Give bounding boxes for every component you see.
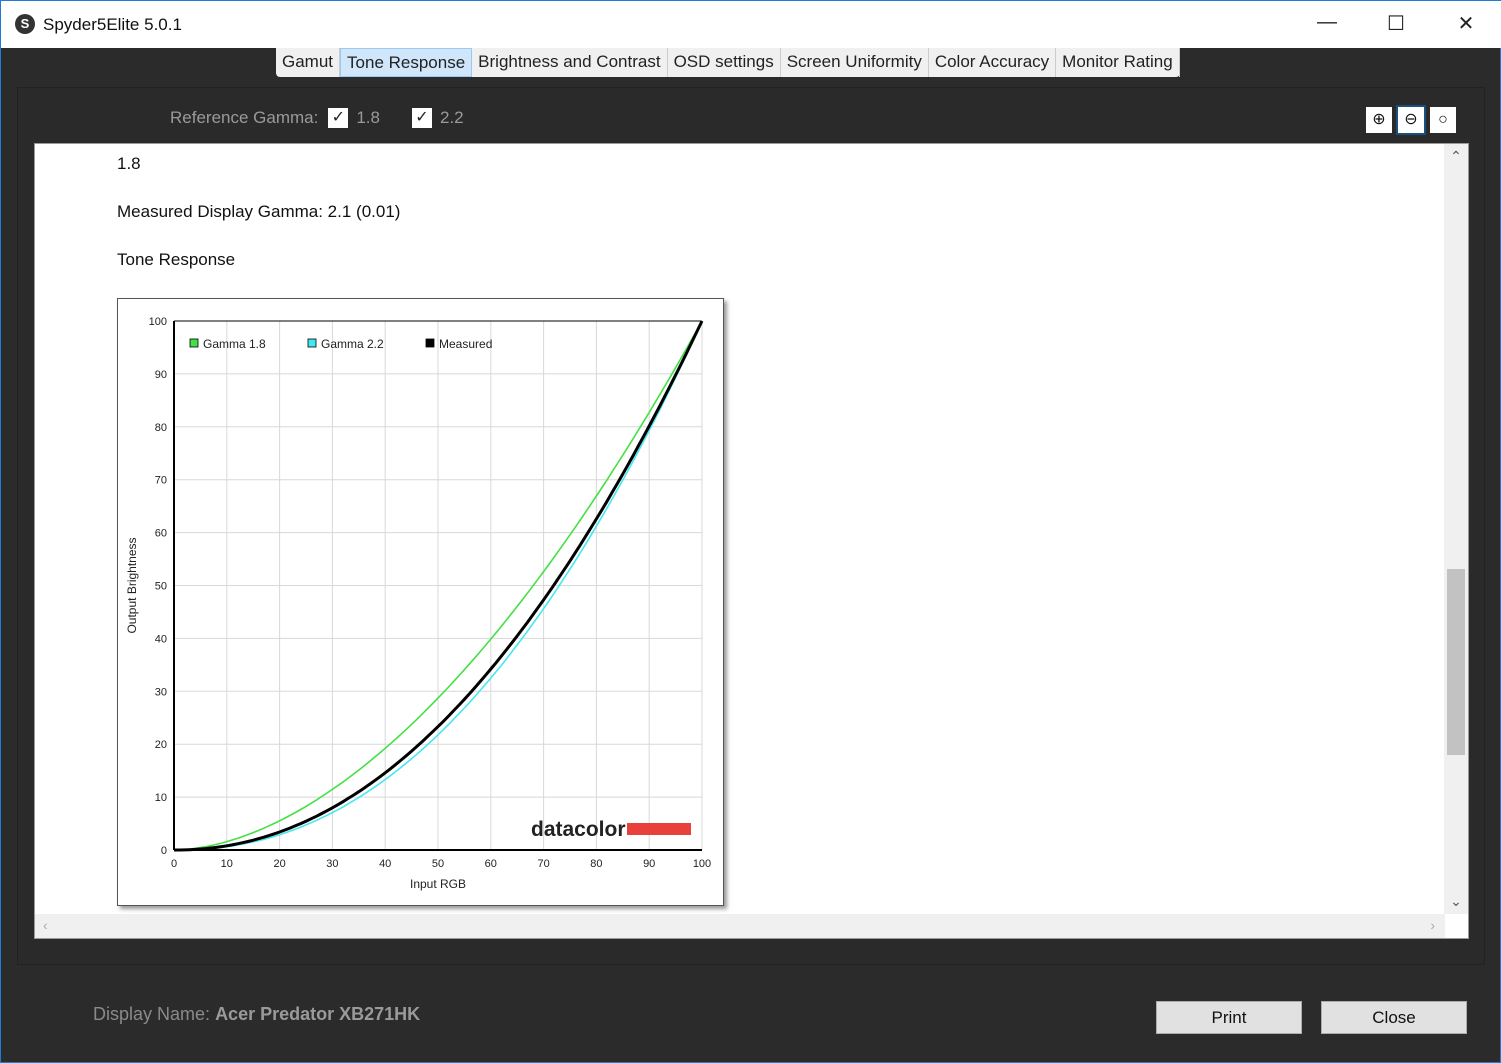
close-button[interactable]: Close [1321, 1001, 1467, 1034]
y-tick-label: 30 [155, 686, 167, 698]
zoom-out-icon[interactable]: ⊖ [1396, 105, 1426, 135]
legend-label: Gamma 2.2 [321, 337, 384, 351]
display-name-value: Acer Predator XB271HK [215, 1004, 421, 1024]
y-tick-label: 90 [155, 369, 167, 381]
x-tick-label: 70 [537, 858, 549, 870]
display-name: Display Name: Acer Predator XB271HK [93, 1004, 420, 1025]
measured-gamma-text: Measured Display Gamma: 2.1 (0.01) [117, 202, 401, 221]
x-tick-label: 20 [273, 858, 285, 870]
close-window-button[interactable]: ✕ [1457, 13, 1475, 35]
reference-gamma-label: Reference Gamma: [170, 108, 319, 127]
tab-screen-uniformity[interactable]: Screen Uniformity [781, 48, 929, 77]
x-tick-label: 0 [171, 858, 177, 870]
tab-color-accuracy[interactable]: Color Accuracy [929, 48, 1057, 77]
zoom-fit-icon[interactable]: ○ [1430, 107, 1456, 133]
window-title: Spyder5Elite 5.0.1 [43, 15, 182, 34]
x-tick-label: 100 [693, 858, 711, 870]
maximize-button[interactable]: ☐ [1387, 13, 1405, 35]
y-tick-label: 40 [155, 633, 167, 645]
report-gamma-value: 1.8 [117, 154, 141, 173]
series-line-1 [174, 320, 703, 851]
scroll-right-icon[interactable]: › [1430, 917, 1435, 933]
y-tick-label: 0 [161, 845, 167, 857]
section-title: Tone Response [117, 250, 236, 269]
scroll-thumb[interactable] [1447, 569, 1465, 755]
tab-brightness-contrast[interactable]: Brightness and Contrast [472, 48, 668, 77]
legend-swatch [425, 338, 435, 348]
y-tick-label: 70 [155, 475, 167, 487]
y-tick-label: 10 [155, 792, 167, 804]
vertical-scrollbar[interactable]: ⌃ ⌄ [1444, 144, 1468, 914]
minimize-button[interactable]: — [1317, 11, 1337, 33]
x-tick-label: 40 [379, 858, 391, 870]
app-logo-icon: S [15, 14, 35, 34]
datacolor-logo-bar [627, 823, 691, 835]
series-line-0 [173, 320, 703, 851]
tab-monitor-rating[interactable]: Monitor Rating [1056, 48, 1180, 77]
tab-osd-settings[interactable]: OSD settings [668, 48, 781, 77]
x-tick-label: 60 [485, 858, 497, 870]
zoom-toolbar: ⊕ ⊖ ○ [1366, 105, 1456, 135]
scroll-down-icon[interactable]: ⌄ [1450, 893, 1462, 909]
x-tick-label: 30 [326, 858, 338, 870]
legend-label: Measured [439, 337, 492, 351]
legend-swatch [189, 338, 199, 348]
y-tick-label: 50 [155, 581, 167, 593]
tab-bar: Gamut Tone Response Brightness and Contr… [276, 48, 1180, 77]
y-tick-label: 60 [155, 528, 167, 540]
x-tick-label: 80 [590, 858, 602, 870]
y-axis-label: Output Brightness [125, 537, 139, 633]
datacolor-logo: datacolor [531, 818, 626, 841]
report-view: 1.8 Measured Display Gamma: 2.1 (0.01) T… [34, 143, 1469, 939]
legend-swatch [307, 338, 317, 348]
gamma-2-2-checkbox[interactable]: ✓ [411, 108, 432, 128]
scroll-left-icon[interactable]: ‹ [43, 917, 48, 933]
title-bar: S Spyder5Elite 5.0.1 — ☐ ✕ [1, 1, 1501, 48]
tone-response-chart: 0 10 20 30 40 50 60 70 80 90 100 0 10 20 30 40 50 60 70 80 9… [117, 298, 724, 906]
x-tick-label: 50 [432, 858, 444, 870]
zoom-in-icon[interactable]: ⊕ [1366, 107, 1392, 133]
display-name-label: Display Name: [93, 1004, 211, 1024]
y-tick-label: 100 [149, 316, 167, 328]
x-tick-label: 90 [643, 858, 655, 870]
y-tick-label: 80 [155, 422, 167, 434]
gamma-1-8-label: 1.8 [356, 108, 380, 127]
print-button[interactable]: Print [1156, 1001, 1302, 1034]
x-tick-label: 10 [221, 858, 233, 870]
gamma-1-8-checkbox[interactable]: ✓ [328, 108, 349, 128]
gamma-2-2-label: 2.2 [439, 108, 464, 127]
legend-label: Gamma 1.8 [203, 337, 266, 351]
horizontal-scrollbar[interactable]: ‹ › [35, 914, 1445, 938]
chart-svg: 0 10 20 30 40 50 60 70 80 90 100 0 10 20 30 40 50 60 70 80 9… [125, 316, 711, 891]
tab-tone-response[interactable]: Tone Response [340, 48, 473, 77]
y-tick-label: 20 [155, 739, 167, 751]
series-line-2 [174, 320, 704, 852]
x-axis-label: Input RGB [410, 877, 466, 891]
scroll-up-icon[interactable]: ⌃ [1450, 148, 1462, 164]
reference-gamma: Reference Gamma: ✓ 1.8 ✓ 2.2 [170, 108, 464, 128]
tab-gamut[interactable]: Gamut [276, 48, 341, 77]
